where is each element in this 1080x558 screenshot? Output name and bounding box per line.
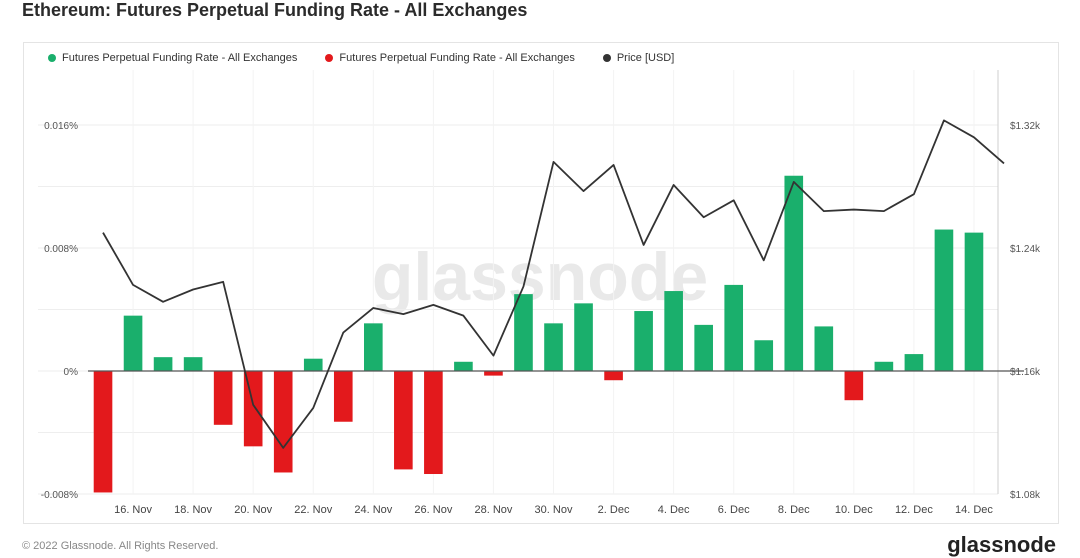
- funding-bar: [544, 323, 563, 371]
- y-right-tick-label: $1.16k: [1010, 367, 1041, 378]
- y-left-tick-label: 0.008%: [44, 244, 78, 255]
- y-left-tick-label: 0.016%: [44, 121, 78, 132]
- x-tick-label: 26. Nov: [414, 504, 452, 516]
- legend-label-negative: Futures Perpetual Funding Rate - All Exc…: [339, 52, 575, 64]
- funding-bar: [243, 371, 263, 447]
- funding-bar: [784, 175, 804, 371]
- funding-bar: [664, 291, 683, 371]
- funding-bar: [934, 229, 954, 371]
- funding-bar: [484, 371, 503, 376]
- funding-bar: [964, 232, 984, 371]
- chart-panel: [23, 42, 1059, 524]
- brand-logo: glassnode: [947, 532, 1056, 557]
- x-tick-label: 4. Dec: [658, 504, 690, 516]
- chart-legend: Futures Perpetual Funding Rate - All Exc…: [48, 52, 674, 64]
- legend-dot-price: [602, 54, 611, 62]
- x-tick-label: 16. Nov: [114, 504, 152, 516]
- funding-bar: [874, 361, 894, 371]
- y-right-tick-label: $1.32k: [1010, 121, 1041, 132]
- funding-bar: [153, 357, 173, 371]
- legend-label-price: Price [USD]: [616, 52, 675, 64]
- funding-bar: [364, 323, 383, 371]
- x-tick-label: 10. Dec: [835, 504, 873, 516]
- legend-label-positive: Futures Perpetual Funding Rate - All Exc…: [62, 52, 298, 64]
- legend-item-funding-negative[interactable]: Futures Perpetual Funding Rate - All Exc…: [325, 52, 575, 64]
- funding-bar: [634, 311, 653, 371]
- legend-dot-positive: [48, 54, 56, 62]
- x-tick-label: 30. Nov: [535, 504, 573, 516]
- funding-bar: [574, 303, 593, 371]
- price-line: [102, 119, 1005, 449]
- funding-bar: [694, 324, 713, 371]
- y-left-tick-label: -0.008%: [41, 490, 78, 501]
- x-tick-label: 2. Dec: [598, 504, 630, 516]
- x-tick-label: 18. Nov: [174, 504, 212, 516]
- copyright-footer: © 2022 Glassnode. All Rights Reserved.: [22, 540, 219, 552]
- x-tick-label: 8. Dec: [778, 504, 810, 516]
- x-tick-label: 22. Nov: [294, 504, 332, 516]
- x-tick-label: 20. Nov: [234, 504, 272, 516]
- funding-bar: [754, 340, 774, 371]
- legend-dot-negative: [325, 54, 334, 62]
- funding-bar: [394, 371, 413, 470]
- y-right-tick-label: $1.08k: [1010, 490, 1041, 501]
- funding-bar: [333, 371, 353, 422]
- funding-bar: [183, 357, 203, 371]
- funding-bar: [424, 371, 443, 475]
- funding-bar: [814, 326, 834, 371]
- watermark: glassnode: [372, 239, 708, 315]
- legend-item-price[interactable]: Price [USD]: [602, 52, 675, 64]
- x-tick-label: 12. Dec: [895, 504, 933, 516]
- chart-title: Ethereum: Futures Perpetual Funding Rate…: [22, 0, 528, 20]
- x-tick-label: 14. Dec: [955, 504, 993, 516]
- funding-bar: [123, 315, 143, 371]
- x-tick-label: 6. Dec: [718, 504, 750, 516]
- funding-bar: [724, 284, 744, 371]
- x-tick-label: 28. Nov: [474, 504, 512, 516]
- funding-bar: [454, 361, 473, 371]
- funding-bar: [904, 354, 924, 371]
- legend-item-funding-positive[interactable]: Futures Perpetual Funding Rate - All Exc…: [48, 52, 297, 64]
- funding-bar: [303, 358, 323, 371]
- funding-bar: [273, 371, 293, 473]
- x-tick-label: 24. Nov: [354, 504, 392, 516]
- funding-bar: [213, 371, 233, 425]
- y-left-tick-label: 0%: [64, 367, 79, 378]
- funding-bar: [604, 371, 623, 381]
- funding-bar: [844, 371, 864, 401]
- funding-bar: [93, 371, 113, 493]
- funding-bar: [514, 294, 533, 371]
- y-right-tick-label: $1.24k: [1010, 244, 1041, 255]
